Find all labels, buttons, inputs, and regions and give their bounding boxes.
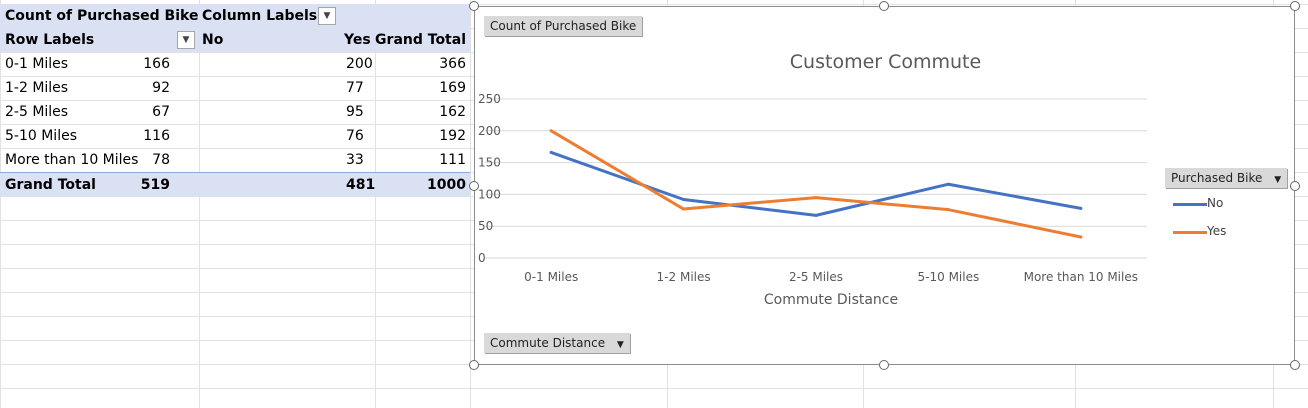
- pivot-grand-total-no: 519: [140, 177, 170, 193]
- pivot-col-header-grand-total: Grand Total: [375, 32, 466, 48]
- pivot-row-label: 5-10 Miles: [5, 128, 77, 144]
- pivot-cell-total: 111: [439, 152, 466, 168]
- axis-field-button-label: Commute Distance: [490, 336, 606, 350]
- chart-plot-area: 0 50 100 150 200 250 0-1 Miles 1-2 Miles 2-5 Mil…: [478, 92, 1147, 284]
- data-point-no: [682, 197, 686, 201]
- row-labels-sort-filter-button[interactable]: ▼: [177, 31, 195, 49]
- pivot-row-label: 0-1 Miles: [5, 56, 69, 72]
- pivot-grand-total-row: Grand Total 519 481 1000: [0, 172, 470, 197]
- data-point-no: [814, 213, 818, 217]
- pivot-row-label: More than 10 Miles: [5, 152, 139, 168]
- x-tick-label: 2-5 Miles: [789, 270, 843, 284]
- pivot-cell-yes: 200: [346, 56, 373, 72]
- y-tick-label: 250: [478, 92, 501, 106]
- legend-label-no: No: [1207, 196, 1224, 210]
- series-line-no: [549, 150, 1083, 217]
- pivot-column-labels: Column Labels: [202, 8, 318, 24]
- resize-handle-bottom-left[interactable]: [469, 360, 479, 370]
- y-tick-label: 200: [478, 124, 501, 138]
- pivot-row: More than 10 Miles 78 33 111: [0, 148, 470, 172]
- x-tick-label: 0-1 Miles: [524, 270, 578, 284]
- dropdown-arrow-icon: ▼: [323, 11, 331, 21]
- pivot-row-labels: Row Labels: [5, 32, 95, 48]
- pivot-row: 0-1 Miles 166 200 366: [0, 52, 470, 76]
- data-point-no: [946, 182, 950, 186]
- data-point-no: [1079, 206, 1083, 210]
- series-line-yes: [549, 129, 1083, 239]
- y-tick-label: 0: [478, 251, 486, 265]
- pivot-cell-no: 78: [152, 152, 170, 168]
- x-axis-title: Commute Distance: [763, 292, 899, 308]
- pivot-col-header-yes: Yes: [344, 32, 371, 48]
- pivot-grand-total-yes: 481: [346, 177, 376, 193]
- resize-handle-left[interactable]: [469, 181, 479, 191]
- pivot-cell-no: 92: [152, 80, 170, 96]
- legend-swatch-yes: [1173, 231, 1207, 234]
- pivot-row: 5-10 Miles 116 76 192: [0, 124, 470, 148]
- pivot-grand-total-total: 1000: [427, 177, 466, 193]
- pivot-row: 2-5 Miles 67 95 162: [0, 100, 470, 124]
- pivot-row-label: 1-2 Miles: [5, 80, 69, 96]
- y-tick-label: 50: [478, 219, 493, 233]
- dropdown-arrow-icon: ▼: [616, 340, 624, 350]
- pivot-cell-total: 366: [439, 56, 466, 72]
- data-point-yes: [682, 207, 686, 211]
- column-labels-filter-button[interactable]: ▼: [318, 7, 336, 25]
- pivot-row-label: 2-5 Miles: [5, 104, 69, 120]
- legend-label-yes: Yes: [1207, 224, 1227, 238]
- resize-handle-top-left[interactable]: [469, 1, 479, 11]
- legend-swatch-no: [1173, 203, 1207, 206]
- value-field-button[interactable]: Count of Purchased Bike: [484, 16, 643, 36]
- resize-handle-top-right[interactable]: [1290, 1, 1300, 11]
- pivot-cell-total: 162: [439, 104, 466, 120]
- resize-handle-bottom-right[interactable]: [1290, 360, 1300, 370]
- pivot-col-header-no: No: [202, 32, 224, 48]
- data-point-yes: [814, 196, 818, 200]
- pivot-cell-yes: 76: [346, 128, 364, 144]
- pivot-row: 1-2 Miles 92 77 169: [0, 76, 470, 100]
- pivot-cell-no: 67: [152, 104, 170, 120]
- legend-field-button-label: Purchased Bike: [1171, 171, 1263, 185]
- pivot-cell-no: 166: [143, 56, 170, 72]
- pivot-cell-yes: 33: [346, 152, 364, 168]
- pivot-grand-total-label: Grand Total: [5, 177, 96, 193]
- data-point-yes: [549, 129, 553, 133]
- chart-title: Customer Commute: [789, 51, 982, 73]
- pivot-cell-yes: 77: [346, 80, 364, 96]
- resize-handle-bottom[interactable]: [879, 360, 889, 370]
- axis-field-button[interactable]: Commute Distance ▼: [484, 333, 630, 353]
- pivot-value-title: Count of Purchased Bike: [5, 8, 199, 24]
- x-tick-label: 1-2 Miles: [657, 270, 711, 284]
- legend-field-button[interactable]: Purchased Bike ▼: [1165, 168, 1288, 188]
- pivot-cell-total: 192: [439, 128, 466, 144]
- y-tick-label: 100: [478, 187, 501, 201]
- x-tick-label: 5-10 Miles: [918, 270, 980, 284]
- y-tick-label: 150: [478, 156, 501, 170]
- resize-handle-top[interactable]: [879, 1, 889, 11]
- pivot-header-row-2: Row Labels ▼ No Yes Grand Total: [0, 28, 470, 52]
- pivot-cell-total: 169: [439, 80, 466, 96]
- sort-filter-icon: ▼: [182, 35, 190, 45]
- resize-handle-right[interactable]: [1290, 181, 1300, 191]
- pivot-header-row-1: Count of Purchased Bike Column Labels ▼: [0, 4, 470, 28]
- data-point-yes: [946, 208, 950, 212]
- data-point-no: [549, 150, 553, 154]
- data-point-yes: [1079, 235, 1083, 239]
- x-tick-label: More than 10 Miles: [1024, 270, 1138, 284]
- pivot-chart[interactable]: Count of Purchased Bike Customer Commute…: [474, 6, 1295, 365]
- pivot-cell-no: 116: [143, 128, 170, 144]
- value-field-button-label: Count of Purchased Bike: [490, 19, 637, 33]
- dropdown-arrow-icon: ▼: [1274, 175, 1282, 185]
- pivot-cell-yes: 95: [346, 104, 364, 120]
